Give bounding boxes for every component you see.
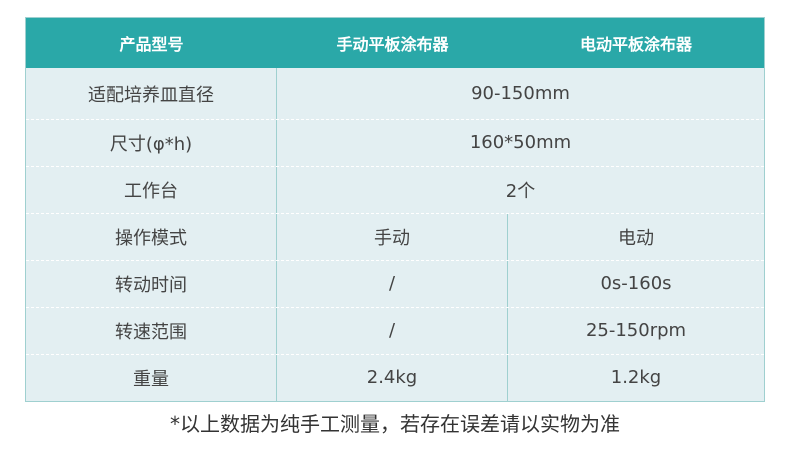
row-value: 90-150mm (471, 83, 570, 104)
electric-value: 25-150rpm (585, 320, 687, 341)
row-label: 适配培养皿直径 (26, 68, 277, 119)
manual-value: / (277, 307, 508, 354)
table-row: 转速范围 / 25-150rpm (26, 307, 764, 354)
row-value: 160*50mm (469, 132, 572, 153)
row-label: 重量 (26, 354, 277, 401)
row-label: 操作模式 (26, 213, 277, 260)
header-electric: 电动平板涂布器 (579, 35, 692, 54)
table-row: 工作台 2个 (26, 166, 764, 213)
manual-value: 2.4kg (277, 354, 508, 401)
electric-value: 电动 (618, 227, 654, 249)
table-header: 产品型号 手动平板涂布器 电动平板涂布器 (26, 18, 764, 68)
spec-table: 产品型号 手动平板涂布器 电动平板涂布器 适配培养皿直径 90-150mm 尺寸… (25, 17, 765, 402)
header-model: 产品型号 (119, 35, 184, 54)
row-label: 尺寸(φ*h) (26, 119, 277, 166)
table-row: 转动时间 / 0s-160s (26, 260, 764, 307)
row-label: 转动时间 (26, 260, 277, 307)
footnote: *以上数据为纯手工测量，若存在误差请以实物为准 (170, 412, 620, 436)
table-row: 尺寸(φ*h) 160*50mm (26, 119, 764, 166)
row-value: 2个 (505, 180, 536, 202)
row-label: 转速范围 (26, 307, 277, 354)
table-row: 重量 2.4kg 1.2kg (26, 354, 764, 401)
row-label: 工作台 (26, 166, 277, 213)
table-row: 适配培养皿直径 90-150mm (26, 68, 764, 119)
header-manual: 手动平板涂布器 (336, 35, 449, 54)
electric-value: 0s-160s (600, 273, 672, 294)
table-row: 操作模式 手动 电动 (26, 213, 764, 260)
manual-value: 手动 (277, 213, 508, 260)
manual-value: / (277, 260, 508, 307)
electric-value: 1.2kg (610, 367, 662, 388)
